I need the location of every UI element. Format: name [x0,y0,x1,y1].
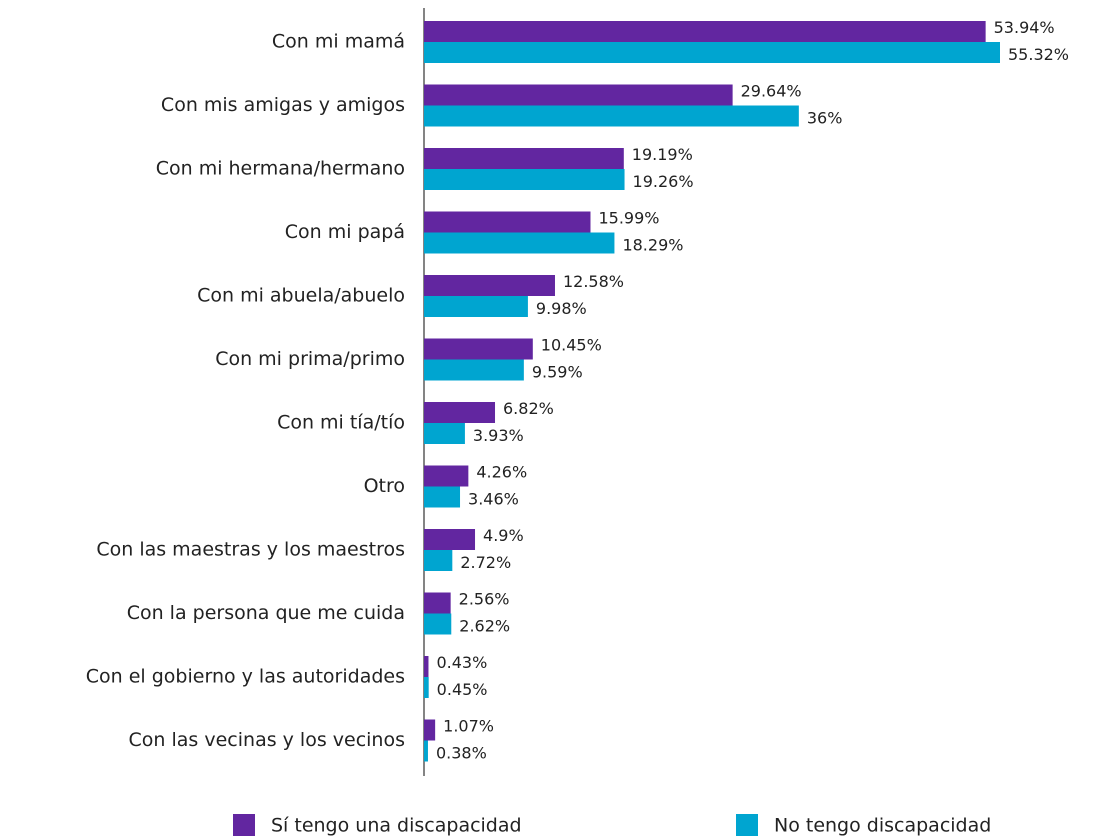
value-label: 19.26% [633,172,694,191]
bar [424,740,428,762]
category-label: Con mi tía/tío [277,412,405,434]
value-label: 19.19% [632,145,693,164]
category-label: Con mi papá [285,221,405,243]
category-label: Con mi prima/primo [215,348,405,370]
value-label: 53.94% [994,18,1055,37]
category-label: Con el gobierno y las autoridades [86,666,405,688]
bar [424,296,528,317]
bar [424,719,436,741]
bar [424,550,453,571]
category-label: Con las vecinas y los vecinos [129,729,405,751]
value-label: 55.32% [1008,45,1069,64]
bar [424,338,533,360]
value-label: 29.64% [741,82,802,101]
value-label: 3.46% [468,490,519,509]
bar [424,84,733,106]
category-label: Con la persona que me cuida [127,602,405,624]
value-label: 0.43% [436,653,487,672]
value-label: 9.98% [536,299,587,318]
value-label: 6.82% [503,399,554,418]
value-label: 0.38% [436,744,487,763]
bar [424,105,799,127]
category-label: Con mi mamá [272,31,405,53]
value-label: 2.62% [459,617,510,636]
value-label: 10.45% [541,336,602,355]
bar [424,169,625,190]
bar [424,275,555,296]
bar [424,677,429,698]
category-label: Con mi hermana/hermano [156,158,405,180]
bar [424,423,465,444]
value-label: 0.45% [437,680,488,699]
bar [424,656,429,677]
value-label: 1.07% [443,717,494,736]
bar [424,592,451,614]
legend-label: No tengo discapacidad [774,815,991,837]
bar [424,529,476,550]
value-label: 3.93% [473,426,524,445]
bar [424,232,615,254]
category-label: Con mi abuela/abuelo [197,285,405,307]
legend-swatch [233,814,255,836]
legend-swatch [736,814,758,836]
bar [424,42,1000,63]
bar [424,465,469,487]
bar [424,148,624,169]
bar [424,211,591,233]
value-label: 4.26% [476,463,527,482]
value-label: 36% [807,109,843,128]
bar [424,402,496,423]
bar [424,486,461,508]
bar [424,359,524,381]
category-label: Con las maestras y los maestros [96,539,405,561]
value-label: 4.9% [483,526,524,545]
value-label: 15.99% [598,209,659,228]
bar [424,21,986,42]
value-label: 9.59% [532,363,583,382]
bar [424,613,452,635]
value-label: 18.29% [622,236,683,255]
value-label: 2.72% [460,553,511,572]
category-label: Otro [364,475,405,497]
value-label: 12.58% [563,272,624,291]
legend-label: Sí tengo una discapacidad [271,815,522,837]
value-label: 2.56% [459,590,510,609]
category-label: Con mis amigas y amigos [161,94,405,116]
